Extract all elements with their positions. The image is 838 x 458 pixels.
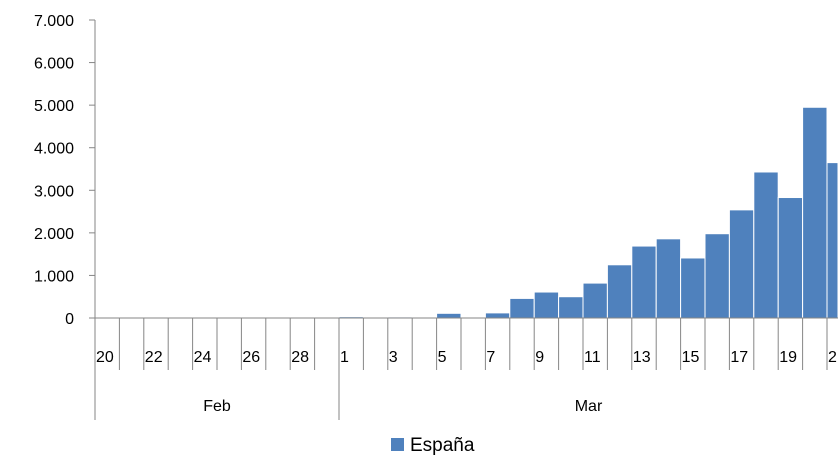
legend-label: España — [410, 435, 475, 456]
x-tick-label: 22 — [145, 349, 163, 366]
x-tick-label: 19 — [779, 349, 797, 366]
bar — [606, 264, 633, 319]
bar — [826, 162, 838, 319]
bars — [338, 106, 838, 319]
month-label: Mar — [575, 398, 603, 415]
x-tick-label: 28 — [291, 349, 309, 366]
x-tick-label: 3 — [389, 349, 398, 366]
bar — [558, 296, 584, 319]
bar — [484, 312, 511, 319]
bar — [655, 238, 682, 319]
x-tick-label: 2 — [828, 349, 837, 366]
bar — [436, 312, 462, 319]
bar — [728, 209, 755, 319]
bar — [631, 245, 657, 319]
x-tick-label: 5 — [438, 349, 447, 366]
bar — [753, 171, 779, 319]
bar — [802, 106, 828, 319]
y-tick-label: 2.000 — [34, 226, 74, 243]
bar — [582, 282, 608, 319]
bar — [704, 233, 730, 319]
x-tick-label: 20 — [96, 349, 114, 366]
bar — [533, 291, 560, 319]
y-tick-label: 3.000 — [34, 183, 74, 200]
y-tick-label: 6.000 — [34, 56, 74, 73]
y-axis: 0 1.000 2.000 3.000 4.000 5.000 6.000 7.000 — [34, 13, 96, 328]
month-label: Feb — [203, 398, 231, 415]
x-tick-label: 9 — [535, 349, 544, 366]
x-tick-label: 13 — [633, 349, 651, 366]
legend-swatch — [391, 438, 404, 451]
legend: España — [391, 435, 475, 456]
x-tick-label: 15 — [682, 349, 700, 366]
x-tick-label: 7 — [486, 349, 495, 366]
x-tick-label: 11 — [584, 349, 601, 366]
y-tick-label: 5.000 — [34, 98, 74, 115]
y-tick-label: 1.000 — [34, 268, 74, 285]
x-tick-label: 26 — [242, 349, 260, 366]
y-tick-label: 7.000 — [34, 13, 74, 30]
y-tick-label: 0 — [65, 311, 74, 328]
bar — [680, 257, 706, 319]
x-tick-label: 1 — [340, 349, 349, 366]
x-tick-label: 24 — [194, 349, 212, 366]
bar — [509, 297, 535, 319]
y-tick-label: 4.000 — [34, 141, 74, 158]
x-tick-label: 17 — [730, 349, 748, 366]
bar — [777, 197, 804, 319]
